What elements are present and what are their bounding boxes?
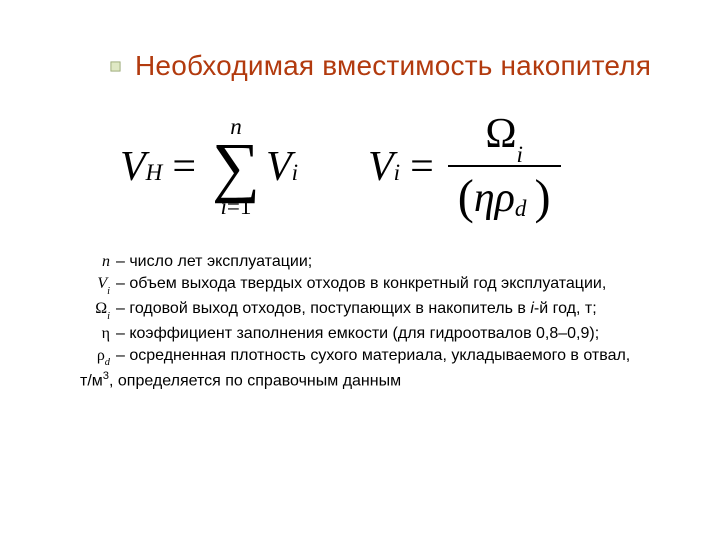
f1-lhs-var: V [120, 143, 146, 191]
sum-lower: i=1 [220, 195, 251, 218]
sigma-icon: n ∑ i=1 [212, 115, 260, 218]
def-vi-v: V [97, 275, 107, 292]
def-rho: ρd – осредненная плотность сухого матери… [80, 345, 650, 370]
def-omega-text: – годовой выход отходов, поступающих в н… [116, 298, 650, 320]
den-rho: ρ [495, 176, 515, 220]
def-eta-text: – коэффициент заполнения емкости (для ги… [116, 323, 650, 345]
title-row: Необходимая вместимость накопителя [110, 50, 680, 82]
num-sub: i [517, 141, 523, 167]
def-cont-b: , определяется по справочным данным [109, 372, 401, 389]
def-omega-i: i [107, 311, 110, 322]
frac-bar [448, 165, 561, 167]
f1-rhs-sub: i [292, 159, 298, 186]
f2-lhs-sub: i [394, 159, 400, 186]
def-n-sym: n [80, 251, 116, 273]
def-vi-sym: Vi [80, 273, 116, 298]
def-cont-text: т/м3, определяется по справочным данным [80, 369, 650, 392]
f2-eq: = [410, 143, 434, 191]
frac-den: (ηρd) [448, 169, 561, 224]
def-rho-text: – осредненная плотность сухого материала… [116, 345, 650, 367]
paren-open: ( [458, 173, 474, 224]
fraction: Ωi (ηρd) [448, 110, 561, 223]
num-var: Ω [485, 111, 516, 157]
slide: Необходимая вместимость накопителя VH = … [0, 0, 720, 540]
definitions: n – число лет эксплуатации; Vi – объем в… [80, 251, 650, 392]
bullet-icon [110, 61, 121, 72]
def-vi-i: i [107, 286, 110, 297]
def-rho-d: d [105, 357, 110, 368]
formula-sum: VH = n ∑ i=1 Vi [120, 115, 298, 218]
def-n: n – число лет эксплуатации; [80, 251, 650, 273]
def-omega-a: – годовой выход отходов, поступающих в н… [116, 300, 530, 317]
def-rho-r: ρ [97, 347, 105, 364]
def-eta: η – коэффициент заполнения емкости (для … [80, 323, 650, 345]
sigma-glyph: ∑ [212, 138, 260, 195]
def-omega-b: -й год, т; [534, 300, 597, 317]
def-vi-text: – объем выхода твердых отходов в конкрет… [116, 273, 650, 295]
paren-close: ) [534, 173, 550, 224]
page-title: Необходимая вместимость накопителя [135, 50, 651, 82]
sum-lower-eq: =1 [227, 193, 252, 219]
f1-eq: = [172, 143, 196, 191]
def-omega-sym: Ωi [80, 298, 116, 323]
def-omega: Ωi – годовой выход отходов, поступающих … [80, 298, 650, 323]
formula-frac: Vi = Ωi (ηρd) [368, 110, 565, 223]
formula-row: VH = n ∑ i=1 Vi Vi = Ωi (ηρd) [120, 110, 680, 223]
def-cont-a: т/м [80, 372, 103, 389]
def-cont: т/м3, определяется по справочным данным [80, 369, 650, 392]
def-n-text: – число лет эксплуатации; [116, 251, 650, 273]
frac-num: Ωi [475, 110, 533, 163]
f2-lhs-var: V [368, 143, 394, 191]
def-vi: Vi – объем выхода твердых отходов в конк… [80, 273, 650, 298]
def-eta-sym: η [80, 323, 116, 345]
def-omega-o: Ω [95, 300, 107, 317]
f1-lhs-sub: H [146, 159, 163, 186]
den-eta: η [474, 176, 495, 220]
bullet-rect [111, 61, 120, 70]
f1-rhs-var: V [266, 143, 292, 191]
def-rho-sym: ρd [80, 345, 116, 370]
def-eta-g: η [102, 325, 110, 342]
den-rho-sub: d [515, 196, 527, 220]
